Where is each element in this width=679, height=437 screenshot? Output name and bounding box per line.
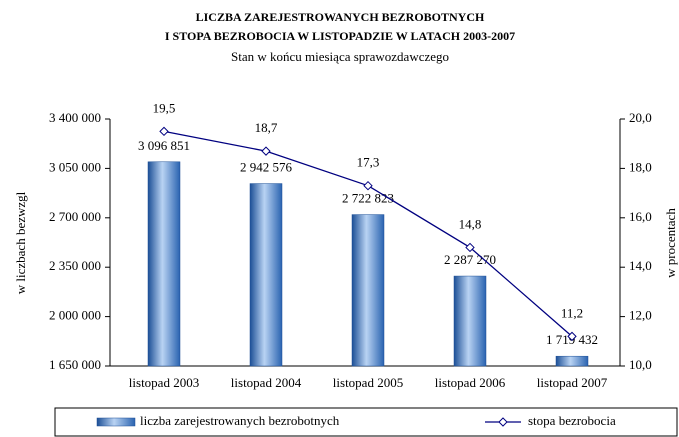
x-tick-label: listopad 2004 [231, 375, 302, 390]
y-tick-label: 3 400 000 [49, 110, 101, 125]
line-marker [465, 242, 475, 253]
bar-value-label: 2 942 576 [240, 160, 293, 175]
legend-label: stopa bezrobocia [528, 413, 616, 428]
line-marker [567, 331, 577, 342]
bar-value-label: 2 722 823 [342, 191, 394, 206]
y2-axis-label: w procentach [663, 208, 678, 278]
x-tick-label: listopad 2005 [333, 375, 403, 390]
bar [351, 214, 385, 367]
y2-tick-label: 10,0 [629, 357, 652, 372]
line-marker [159, 126, 169, 137]
y-tick-label: 1 650 000 [49, 357, 101, 372]
line-marker [363, 180, 373, 191]
line-value-label: 19,5 [153, 100, 176, 115]
legend-label: liczba zarejestrowanych bezrobotnych [140, 413, 340, 428]
line-value-label: 14,8 [459, 216, 482, 231]
bar [147, 161, 181, 367]
x-tick-label: listopad 2007 [537, 375, 608, 390]
legend-swatch [498, 417, 508, 427]
chart-title: LICZBA ZAREJESTROWANYCH BEZROBOTNYCH [196, 10, 485, 24]
x-tick-label: listopad 2006 [435, 375, 506, 390]
legend-box [54, 407, 678, 437]
chart-subtitle: Stan w końcu miesiąca sprawozdawczego [231, 49, 449, 64]
line-value-label: 18,7 [255, 120, 278, 135]
y-axis-label: w liczbach bezwzgl [13, 191, 28, 294]
bar [249, 183, 283, 367]
bar [555, 355, 589, 367]
y-tick-label: 2 000 000 [49, 308, 101, 323]
line-marker [261, 146, 271, 156]
y2-tick-label: 14,0 [629, 258, 652, 273]
chart-title: I STOPA BEZROBOCIA W LISTOPADZIE W LATAC… [165, 29, 515, 43]
bar-value-label: 3 096 851 [138, 138, 190, 153]
bar-value-label: 2 287 270 [444, 252, 496, 267]
line-value-label: 17,3 [357, 155, 380, 170]
y2-tick-label: 16,0 [629, 209, 652, 224]
y2-tick-label: 20,0 [629, 110, 652, 125]
bar [453, 275, 487, 367]
y2-tick-label: 18,0 [629, 159, 652, 174]
y-tick-label: 3 050 000 [49, 159, 101, 174]
y-tick-label: 2 700 000 [49, 209, 101, 224]
y-tick-label: 2 350 000 [49, 258, 101, 273]
line-value-label: 11,2 [561, 305, 583, 320]
legend-swatch [96, 417, 136, 427]
x-tick-label: listopad 2003 [129, 375, 199, 390]
y2-tick-label: 12,0 [629, 308, 652, 323]
